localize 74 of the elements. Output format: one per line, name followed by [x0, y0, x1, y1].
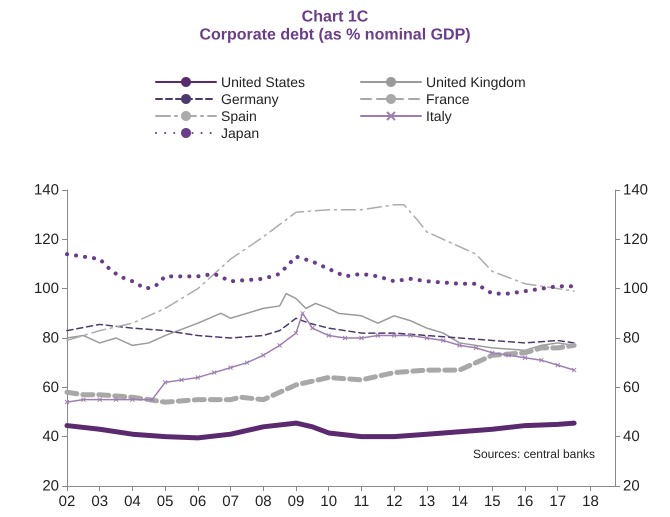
y2-tick-label: 20	[623, 478, 640, 494]
point	[260, 352, 266, 358]
x-tick-label: 14	[451, 493, 468, 510]
x-tick-label: 07	[222, 493, 239, 510]
point	[294, 330, 299, 336]
chart-subtitle: Corporate debt (as % nominal GDP)	[199, 26, 471, 44]
point	[424, 336, 430, 340]
y2-tick-label: 40	[623, 428, 640, 446]
x-tick-label: 08	[254, 493, 272, 510]
x-tick-label: 17	[549, 493, 566, 510]
point	[97, 397, 102, 402]
x-tick-label: 15	[484, 493, 501, 510]
point	[473, 345, 478, 350]
chart-title: Chart 1C	[302, 8, 369, 26]
y-tick-label: 60	[42, 378, 59, 396]
legend-label: United States	[221, 74, 306, 90]
x-tick-label: 09	[288, 493, 304, 510]
point	[506, 352, 512, 358]
x-tick-label: 04	[124, 493, 141, 510]
legend-label: France	[426, 91, 470, 107]
x-tick-label: 13	[418, 493, 436, 510]
point	[392, 333, 397, 338]
point	[277, 342, 282, 348]
point	[457, 342, 462, 348]
x-tick-label: 10	[320, 493, 338, 510]
y-tick-label: 140	[34, 182, 59, 198]
y-tick-label: 100	[34, 280, 59, 298]
point	[228, 365, 234, 370]
point	[195, 374, 200, 380]
point	[162, 380, 168, 385]
point	[310, 326, 315, 331]
x-tick-label: 06	[190, 493, 206, 510]
point	[440, 338, 446, 343]
legend-label: Italy	[426, 108, 452, 124]
point	[179, 377, 184, 382]
x-tick-label: 12	[386, 493, 403, 510]
point	[490, 350, 495, 356]
point	[150, 397, 155, 402]
point	[244, 360, 250, 366]
y2-tick-label: 120	[623, 230, 648, 248]
point	[538, 358, 544, 363]
x-tick-label: 03	[91, 493, 108, 510]
y-tick-label: 80	[42, 330, 59, 346]
point	[375, 333, 380, 338]
legend-label: Spain	[221, 108, 257, 124]
point	[80, 397, 86, 402]
y-tick-label: 20	[42, 478, 59, 494]
x-tick-label: 02	[58, 493, 76, 510]
x-tick-label: 05	[156, 493, 174, 510]
point	[326, 333, 332, 338]
x-tick-label: 11	[354, 493, 370, 510]
point	[300, 310, 306, 316]
y2-tick-label: 80	[623, 330, 640, 346]
point	[555, 362, 560, 368]
y2-tick-label: 100	[623, 280, 648, 298]
point	[114, 397, 119, 402]
legend-label: Germany	[221, 91, 279, 107]
annotation: Sources: central banks	[472, 447, 595, 461]
point	[130, 397, 135, 402]
legend-label: Japan	[221, 125, 260, 141]
x-tick-label: 18	[582, 493, 599, 510]
x-tick-label: 16	[516, 493, 534, 510]
y2-tick-label: 140	[623, 182, 648, 198]
line-series	[66, 204, 575, 342]
point	[358, 336, 364, 340]
y-tick-label: 40	[42, 428, 59, 446]
legend-label: United Kingdom	[426, 74, 526, 90]
point	[342, 336, 348, 340]
line-series	[66, 318, 575, 344]
y2-tick-label: 60	[623, 378, 640, 396]
point	[408, 333, 414, 338]
point	[212, 370, 217, 376]
y-tick-label: 120	[34, 230, 59, 248]
point	[522, 355, 528, 360]
